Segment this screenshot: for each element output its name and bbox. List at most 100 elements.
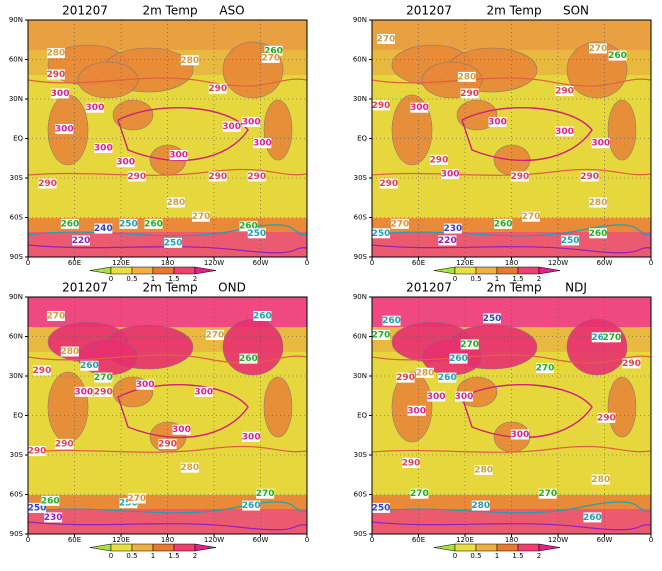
colorbar-label: 2: [193, 275, 197, 283]
contour-label-bg: [372, 502, 390, 513]
contour-label: 290: [247, 172, 266, 182]
lat-label: 90S: [354, 530, 368, 538]
contour-label-bg: [208, 83, 227, 94]
contour-label-bg: [379, 178, 398, 189]
lat-label: 30N: [9, 372, 23, 380]
contour-label-bg: [94, 372, 113, 383]
contour-label: 280: [60, 347, 79, 357]
contour-label-bg: [46, 69, 65, 80]
contour-label: 290: [208, 172, 227, 182]
colorbar-swatch: [517, 543, 540, 552]
contour-label: 260: [80, 361, 99, 371]
contour-label-bg: [180, 462, 199, 473]
lon-label: 120E: [112, 536, 130, 544]
contour-label: 300: [136, 380, 155, 390]
lat-label: 60N: [353, 56, 367, 64]
contour-label-bg: [608, 50, 627, 61]
contour-label: 280: [180, 56, 199, 66]
contour-label-bg: [460, 88, 479, 99]
contour-label-bg: [438, 372, 457, 383]
contour-label-bg: [441, 169, 460, 180]
contour-label: 220: [72, 236, 91, 246]
colorbar-swatch: [194, 266, 217, 275]
contour-label-bg: [372, 228, 390, 239]
colorbar-swatch: [496, 543, 519, 552]
land: [607, 376, 637, 438]
colorbar-label: 0: [453, 552, 457, 560]
contour-label-bg: [561, 235, 580, 246]
lon-label: 0: [649, 536, 653, 544]
contour-label: 290: [28, 447, 47, 457]
contour-label: 280: [471, 501, 490, 511]
contour-label-bg: [555, 86, 574, 97]
colorbar-label: 0: [109, 275, 113, 283]
contour-label: 270: [538, 489, 557, 499]
contour-label-bg: [239, 353, 258, 364]
contour-label-bg: [46, 310, 65, 321]
contour-label-bg: [522, 211, 541, 222]
contour-label: 260: [60, 219, 79, 229]
contour-label: 270: [410, 489, 429, 499]
contour: [372, 445, 651, 453]
map: 270 280 290 300 300 300 300 290 300 290 290 290 280 2…: [372, 20, 651, 257]
contour-label-bg: [580, 171, 599, 182]
lon-label: 60W: [253, 259, 269, 267]
contour-label-bg: [455, 391, 474, 402]
colorbar-label: 0: [453, 275, 457, 283]
lon-label: 120E: [456, 536, 474, 544]
contour-label-bg: [622, 358, 641, 369]
land: [77, 61, 139, 99]
contour-label-bg: [242, 116, 261, 127]
contour-label: 290: [622, 359, 641, 369]
lon-label: 0: [370, 536, 374, 544]
contour-label-bg: [264, 45, 283, 56]
land: [566, 318, 628, 376]
colorbar-label: 2: [537, 552, 541, 560]
colorbar-label: 0: [109, 552, 113, 560]
contour: [372, 521, 651, 531]
contour-label: 290: [510, 172, 529, 182]
map-panel: 201207 2m Temp SON270280290300300300300290…: [353, 4, 653, 284]
contour: [372, 354, 651, 364]
contour-label: 260: [239, 354, 258, 364]
contour-label-bg: [94, 142, 113, 153]
contour-label: 300: [169, 151, 188, 161]
contour: [372, 224, 651, 237]
lat-label: 90N: [9, 293, 23, 301]
contour-label: 280: [589, 198, 608, 208]
contour-label: 290: [33, 366, 52, 376]
contour: [28, 224, 307, 237]
contour-label: 290: [55, 439, 74, 449]
lat-label: 60N: [9, 333, 23, 341]
lat-label: 90S: [354, 253, 368, 261]
contour: [28, 77, 307, 87]
contour-label: 250: [119, 499, 138, 509]
contour-label-bg: [166, 197, 185, 208]
lon-label: 60E: [68, 259, 81, 267]
contour-label-bg: [457, 71, 476, 82]
lat-label: 30S: [10, 451, 24, 459]
contour-label-bg: [28, 446, 46, 457]
contour-label-bg: [242, 431, 261, 442]
contour-label: 250: [561, 236, 580, 246]
contour-label-bg: [41, 495, 60, 506]
contour-label: 290: [402, 458, 421, 468]
contour-label: 260: [264, 46, 283, 56]
lon-label: 60E: [68, 536, 81, 544]
contour-label: 300: [427, 392, 446, 402]
contour-label-bg: [158, 438, 177, 449]
polar-band: [28, 495, 307, 509]
contour-label-bg: [60, 218, 79, 229]
contour-label: 280: [591, 475, 610, 485]
contour-label: 290: [597, 413, 616, 423]
lat-label: 90N: [353, 293, 367, 301]
contour-label-bg: [242, 500, 261, 511]
lon-label: 180: [161, 259, 174, 267]
lat-label: 60S: [10, 214, 24, 222]
contour-label-bg: [376, 33, 395, 44]
contour-label: 260: [583, 513, 602, 523]
contour-label-bg: [588, 228, 607, 239]
contour-label: 260: [41, 496, 60, 506]
